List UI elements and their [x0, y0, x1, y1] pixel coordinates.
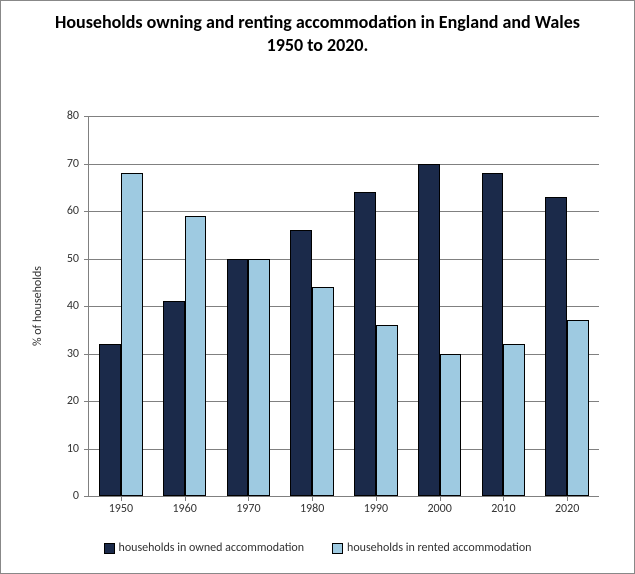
y-tick-mark — [84, 259, 89, 260]
bar — [503, 344, 525, 496]
y-tick-label: 30 — [67, 347, 79, 361]
x-tick-label: 1990 — [364, 502, 388, 516]
y-tick-label: 20 — [67, 394, 79, 408]
y-tick-label: 60 — [67, 204, 79, 218]
chart-title: Households owning and renting accommodat… — [1, 1, 634, 61]
x-tick-mark — [567, 496, 568, 501]
y-tick-label: 80 — [67, 109, 79, 123]
y-tick-label: 40 — [67, 299, 79, 313]
legend-item: households in owned accommodation — [104, 541, 305, 555]
chart-container: Households owning and renting accommodat… — [0, 0, 635, 574]
bar — [567, 320, 589, 496]
plot-area — [89, 116, 599, 496]
bar — [290, 230, 312, 496]
bar — [248, 259, 270, 497]
bar — [354, 192, 376, 496]
gridline — [89, 259, 599, 260]
y-tick-mark — [84, 449, 89, 450]
y-tick-label: 0 — [73, 489, 79, 503]
x-tick-mark — [440, 496, 441, 501]
legend: households in owned accommodation househo… — [1, 541, 634, 555]
y-tick-mark — [84, 164, 89, 165]
legend-swatch — [104, 543, 115, 554]
x-tick-mark — [121, 496, 122, 501]
bar — [312, 287, 334, 496]
bar — [418, 164, 440, 497]
legend-item: households in rented accommodation — [332, 541, 531, 555]
legend-label: households in owned accommodation — [119, 541, 305, 555]
x-tick-label: 1980 — [300, 502, 324, 516]
x-tick-label: 1960 — [172, 502, 196, 516]
y-tick-mark — [84, 496, 89, 497]
bar — [99, 344, 121, 496]
x-tick-mark — [376, 496, 377, 501]
y-tick-mark — [84, 116, 89, 117]
y-tick-mark — [84, 401, 89, 402]
gridline — [89, 211, 599, 212]
x-tick-mark — [248, 496, 249, 501]
y-tick-mark — [84, 354, 89, 355]
y-tick-label: 70 — [67, 157, 79, 171]
y-tick-mark — [84, 211, 89, 212]
y-tick-label: 50 — [67, 252, 79, 266]
legend-swatch — [332, 543, 343, 554]
x-tick-mark — [185, 496, 186, 501]
x-tick-mark — [312, 496, 313, 501]
x-tick-label: 1970 — [236, 502, 260, 516]
legend-label: households in rented accommodation — [347, 541, 531, 555]
bar — [121, 173, 143, 496]
x-tick-mark — [503, 496, 504, 501]
gridline — [89, 164, 599, 165]
y-tick-mark — [84, 306, 89, 307]
bar — [440, 354, 462, 497]
x-tick-label: 1950 — [109, 502, 133, 516]
bar — [376, 325, 398, 496]
x-axis-line — [89, 496, 599, 497]
y-axis-title: % of households — [31, 266, 45, 346]
y-tick-label: 10 — [67, 442, 79, 456]
x-tick-label: 2010 — [491, 502, 515, 516]
bar — [163, 301, 185, 496]
bar — [545, 197, 567, 496]
gridline — [89, 116, 599, 117]
x-tick-label: 2000 — [427, 502, 451, 516]
x-tick-label: 2020 — [555, 502, 579, 516]
bar — [482, 173, 504, 496]
bar — [227, 259, 249, 497]
bar — [185, 216, 207, 496]
